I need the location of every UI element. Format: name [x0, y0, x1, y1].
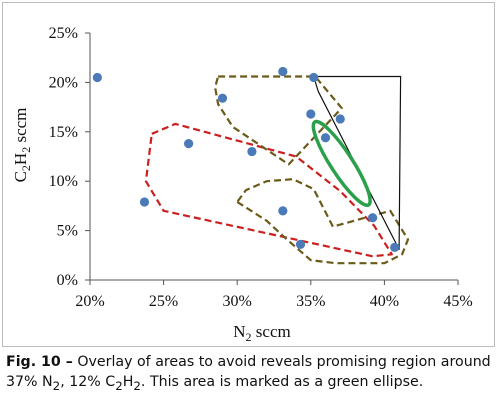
data-point: [390, 242, 400, 252]
y-axis-title: C2H2 sccm: [11, 108, 33, 183]
data-point: [309, 72, 319, 83]
black-solid-region: [313, 75, 402, 250]
data-point: [278, 206, 288, 216]
ticks-layer: 20% 25% 30% 35% 40% 45% 0% 5% 10% 15% 20% 25%: [49, 25, 473, 310]
data-point: [217, 93, 228, 103]
y-tick-label: 20%: [49, 74, 78, 91]
data-point: [335, 114, 345, 124]
data-point: [320, 133, 331, 143]
olive-dashed-lower-region: [236, 178, 410, 265]
caption-text-3: H: [122, 374, 134, 390]
figure-caption: Fig. 10 – Overlay of areas to avoid reve…: [6, 352, 494, 396]
green-ellipse: [311, 119, 372, 208]
olive-dashed-upper-region: [214, 75, 343, 166]
highlight-layer: [311, 119, 372, 208]
data-point: [368, 213, 378, 223]
y-tick-label: 15%: [49, 124, 78, 141]
x-axis-title: N2 sccm: [233, 322, 290, 344]
caption-sub-3: 2: [133, 378, 141, 393]
data-point: [278, 66, 288, 77]
regions-layer: [144, 75, 410, 265]
x-tick-label: 25%: [149, 293, 178, 310]
y-tick-label: 0%: [57, 272, 78, 289]
caption-sub-2: 2: [115, 378, 123, 393]
x-tick-label: 20%: [75, 293, 104, 310]
chart-frame: [2, 2, 495, 347]
data-point: [139, 197, 150, 207]
caption-text-2: , 12% C: [60, 374, 116, 390]
y-tick-label: 25%: [49, 25, 78, 42]
x-tick-label: 30%: [223, 293, 252, 310]
x-tick-label: 45%: [443, 293, 472, 310]
caption-text-1: Overlay of areas to avoid reveals promis…: [6, 354, 491, 390]
data-point: [184, 139, 194, 149]
x-tick-label: 40%: [370, 293, 399, 310]
scatter-chart: 20% 25% 30% 35% 40% 45% 0% 5% 10% 15% 20% 25% N2 sc…: [11, 25, 473, 344]
data-point: [92, 72, 102, 83]
y-tick-label: 5%: [57, 223, 78, 240]
data-point: [247, 146, 257, 157]
y-tick-label: 10%: [49, 173, 78, 190]
points-layer: [92, 66, 400, 252]
data-point: [306, 109, 316, 119]
x-tick-label: 35%: [296, 293, 325, 310]
caption-label: Fig. 10 –: [6, 354, 73, 370]
data-point: [295, 239, 306, 250]
caption-sub-1: 2: [52, 378, 61, 393]
caption-text-4: . This area is marked as a green ellipse…: [140, 374, 424, 390]
red-dashed-region: [144, 122, 393, 258]
axes: [89, 33, 458, 281]
